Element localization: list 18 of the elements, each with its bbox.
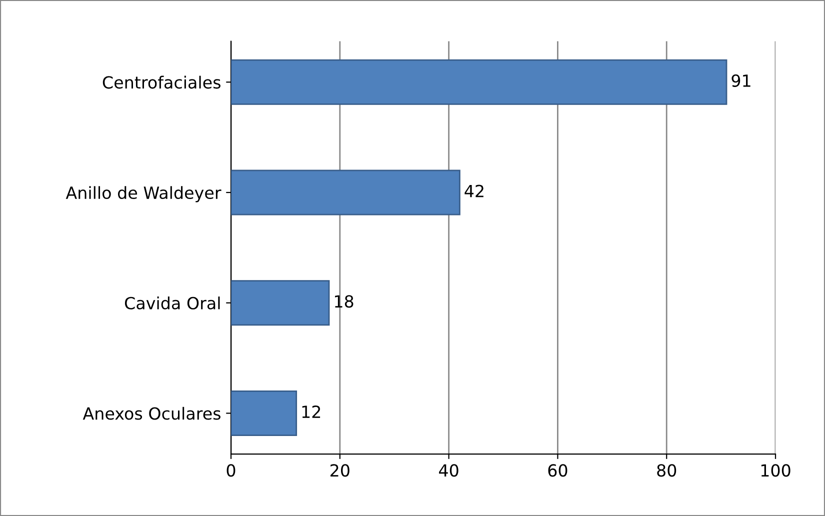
y-tick-label: Cavida Oral [124,296,220,310]
data-label: 91 [732,74,750,87]
bar [231,170,460,216]
bar [231,390,298,436]
data-label: 12 [302,405,320,418]
bar [231,59,728,105]
x-tick-label: 80 [657,464,676,477]
data-label: 42 [464,184,484,198]
data-label: 18 [335,295,354,308]
y-tick-label: Anillo de Waldeyer [66,186,222,202]
x-tick-label: 100 [761,464,790,477]
bar [231,280,330,326]
x-tick-label: 40 [439,464,458,477]
y-tick-label: Anexos Oculares [82,406,220,420]
x-tick-label: 0 [226,464,236,477]
x-tick-label: 20 [330,464,350,477]
x-tick-label: 60 [548,464,568,477]
y-tick-label: Centrofaciales [102,76,220,89]
